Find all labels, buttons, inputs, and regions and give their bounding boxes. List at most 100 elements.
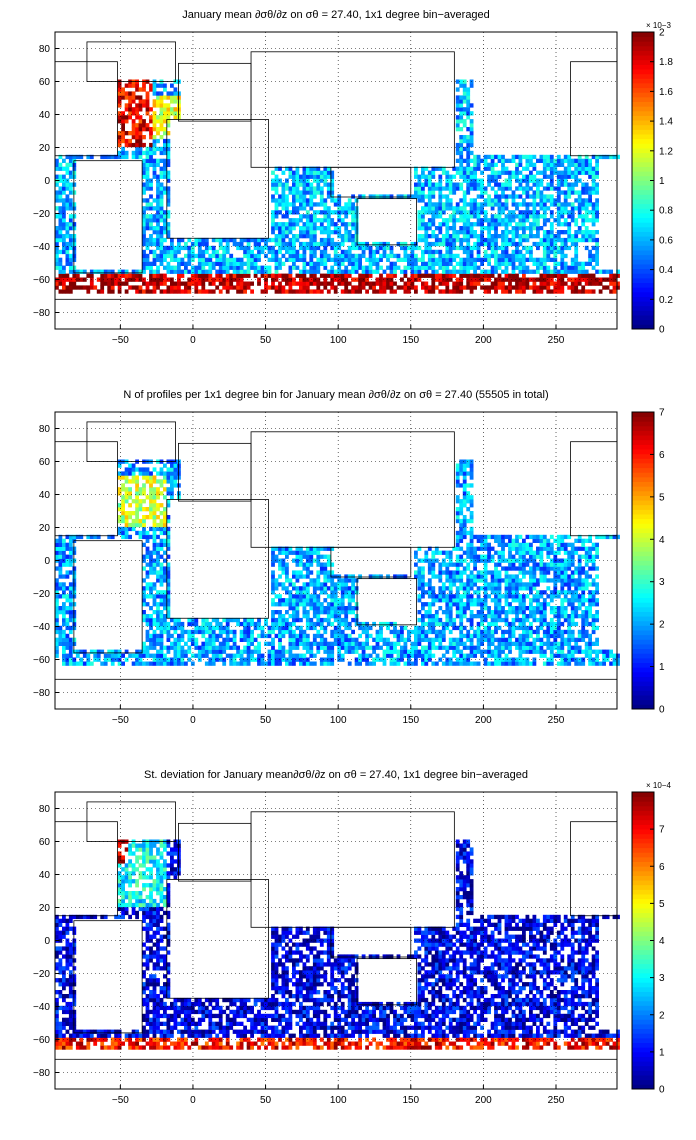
heatmap-cell: [215, 617, 220, 623]
heatmap-cell: [431, 190, 436, 195]
heatmap-cell: [62, 562, 66, 567]
heatmap-cell: [504, 230, 509, 235]
heatmap-cell: [549, 226, 554, 231]
heatmap-cell: [319, 226, 324, 231]
heatmap-cell: [222, 281, 227, 286]
heatmap-cell: [187, 245, 192, 251]
heatmap-cell: [117, 526, 122, 532]
heatmap-cell: [427, 186, 432, 191]
heatmap-cell: [347, 289, 352, 294]
heatmap-cell: [427, 210, 432, 215]
heatmap-cell: [476, 154, 481, 160]
heatmap-cell: [361, 245, 366, 251]
heatmap-cell: [271, 578, 275, 583]
heatmap-cell: [58, 206, 63, 211]
heatmap-cell: [96, 289, 101, 294]
heatmap-cell: [445, 578, 450, 583]
y-tick-label: 40: [39, 110, 51, 121]
heatmap-cell: [288, 637, 293, 642]
heatmap-cell: [68, 641, 73, 646]
heatmap-cell: [410, 265, 415, 270]
heatmap-cell: [159, 614, 164, 619]
heatmap-cell: [452, 661, 457, 666]
heatmap-cell: [466, 285, 471, 290]
heatmap-cell: [515, 285, 519, 290]
heatmap-cell: [159, 115, 164, 120]
heatmap-cell: [285, 621, 289, 627]
heatmap-cell: [417, 210, 422, 215]
heatmap-cell: [536, 190, 540, 195]
heatmap-cell: [483, 241, 488, 247]
heatmap-cell: [476, 257, 481, 262]
heatmap-cell: [121, 269, 125, 274]
heatmap-cell: [347, 253, 352, 259]
heatmap-cell: [274, 289, 279, 294]
heatmap-cell: [243, 281, 247, 286]
heatmap-cell: [560, 202, 565, 207]
heatmap-cell: [145, 479, 150, 484]
heatmap-cell: [166, 526, 171, 532]
heatmap-cell: [145, 253, 150, 259]
heatmap-cell: [351, 237, 355, 243]
heatmap-cell: [556, 277, 561, 282]
heatmap-cell: [149, 487, 153, 492]
heatmap-cell: [438, 629, 443, 635]
heatmap-cell: [124, 467, 129, 472]
heatmap-cell: [351, 245, 355, 251]
heatmap-cell: [438, 186, 443, 191]
heatmap-cell: [584, 210, 589, 215]
heatmap-cell: [121, 273, 125, 278]
heatmap-cell: [452, 182, 457, 187]
heatmap-cell: [305, 222, 310, 227]
heatmap-cell: [553, 241, 558, 247]
heatmap-cell: [299, 602, 303, 607]
y-tick-label: 0: [44, 176, 50, 187]
heatmap-cell: [448, 261, 453, 266]
heatmap-cell: [511, 230, 516, 235]
heatmap-cell: [438, 606, 443, 611]
heatmap-cell: [462, 202, 467, 207]
heatmap-cell: [58, 166, 63, 171]
heatmap-cell: [347, 574, 352, 579]
heatmap-cell: [152, 162, 157, 167]
heatmap-cell: [469, 83, 474, 88]
heatmap-cell: [292, 558, 296, 563]
heatmap-cell: [121, 518, 125, 524]
heatmap-cell: [567, 174, 572, 179]
heatmap-cell: [128, 142, 132, 148]
heatmap-cell: [142, 257, 146, 262]
heatmap-cell: [288, 614, 293, 619]
heatmap-cell: [299, 214, 303, 219]
heatmap-cell: [72, 617, 77, 623]
heatmap-cell: [305, 582, 310, 587]
heatmap-cell: [204, 269, 209, 274]
heatmap-cell: [344, 253, 349, 259]
heatmap-cell: [166, 115, 171, 120]
heatmap-cell: [163, 657, 167, 662]
heatmap-cell: [305, 281, 310, 286]
heatmap-cell: [344, 257, 349, 262]
heatmap-cell: [170, 237, 174, 243]
heatmap-cell: [452, 253, 457, 259]
heatmap-cell: [253, 621, 258, 627]
heatmap-cell: [142, 135, 146, 140]
heatmap-cell: [309, 170, 314, 175]
heatmap-cell: [393, 661, 397, 666]
heatmap-cell: [211, 261, 216, 266]
heatmap-cell: [232, 661, 237, 666]
heatmap-cell: [236, 289, 240, 294]
heatmap-cell: [515, 194, 519, 199]
heatmap-cell: [497, 206, 502, 211]
heatmap-cell: [197, 241, 202, 247]
heatmap-cell: [264, 281, 268, 286]
colorbar-segment: [632, 138, 654, 144]
heatmap-cell: [462, 214, 467, 219]
heatmap-cell: [250, 637, 254, 642]
heatmap-cell: [504, 194, 509, 199]
heatmap-cell: [438, 214, 443, 219]
heatmap-cell: [295, 578, 300, 583]
heatmap-cell: [278, 562, 282, 567]
heatmap-cell: [62, 182, 66, 187]
heatmap-cell: [124, 269, 129, 274]
heatmap-cell: [595, 206, 599, 211]
